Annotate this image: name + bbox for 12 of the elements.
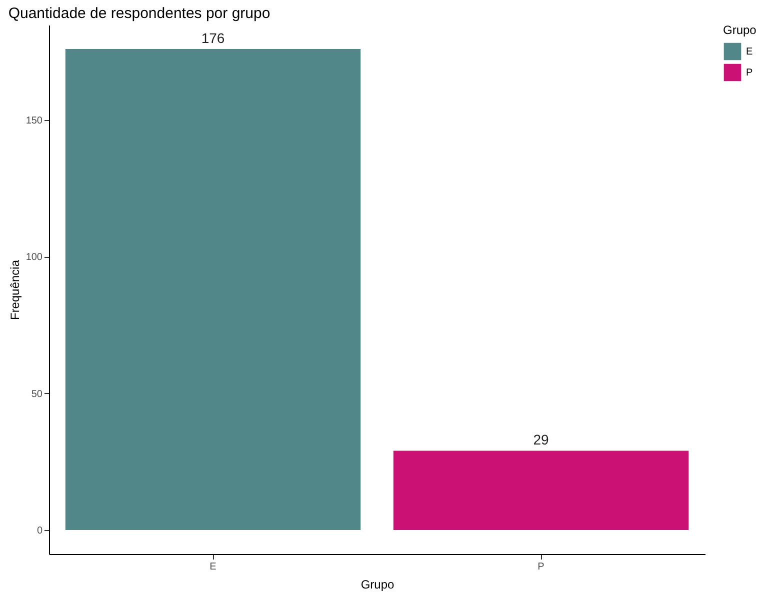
y-tick-label: 150 (26, 116, 43, 127)
legend-label: E (746, 46, 753, 58)
y-tick-label: 50 (31, 388, 43, 400)
x-axis-title: Grupo (360, 578, 394, 592)
y-tick-label: 0 (36, 525, 43, 536)
y-tick-label: 100 (26, 252, 43, 264)
data-label: 176 (201, 30, 225, 46)
y-axis-title: Frequência (8, 260, 22, 320)
data-label: 29 (533, 432, 549, 448)
legend-label: P (746, 68, 753, 78)
chart-title: Quantidade de respondentes por grupo (8, 5, 270, 22)
legend-title: Grupo (723, 23, 757, 37)
